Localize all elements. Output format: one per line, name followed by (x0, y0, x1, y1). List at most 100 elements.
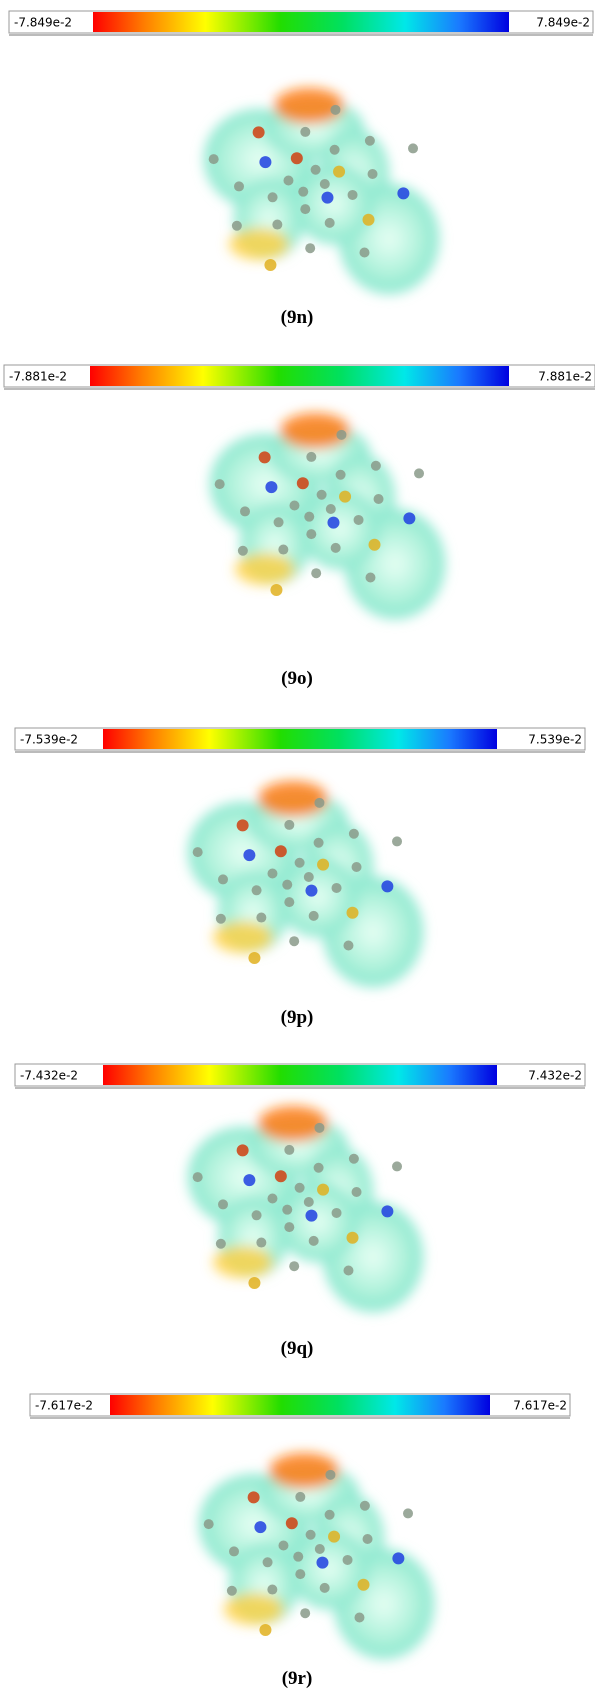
atom (289, 1261, 300, 1272)
atoms (192, 1122, 403, 1289)
atom (215, 913, 226, 924)
atom (282, 1204, 293, 1215)
atom (319, 1582, 330, 1593)
atom (362, 213, 375, 226)
atom (311, 568, 322, 579)
panel: -7.617e-2 7.617e-2 (9r) (29, 1393, 571, 1689)
atom (336, 429, 347, 440)
atom (392, 1552, 405, 1565)
atom (248, 1276, 261, 1289)
atom (243, 1174, 256, 1187)
negative-region (235, 553, 295, 585)
atom (251, 1210, 262, 1221)
atom (284, 1222, 295, 1233)
atom (392, 1161, 403, 1172)
scale-min-label: -7.849e-2 (14, 16, 72, 30)
atom (243, 849, 256, 862)
atom (278, 544, 289, 555)
atom (272, 219, 283, 230)
atom (231, 220, 242, 231)
atom (252, 126, 265, 139)
atom (251, 885, 262, 896)
atom (319, 179, 330, 189)
atom (328, 1530, 341, 1543)
atom (298, 186, 309, 197)
atom (259, 156, 272, 169)
atom (370, 460, 381, 471)
atom (313, 1162, 324, 1173)
color-scale (90, 366, 509, 386)
panel-caption: (9q) (281, 1338, 314, 1359)
surface-lobe (289, 1529, 369, 1609)
scale-min-label: -7.539e-2 (20, 733, 78, 747)
surface-lobe (300, 489, 380, 569)
atom (331, 1207, 342, 1218)
negative-region (213, 921, 273, 953)
atom (414, 468, 425, 479)
negative-region (213, 1246, 273, 1278)
atom (226, 1585, 237, 1596)
scale-max-label: 7.849e-2 (536, 16, 590, 30)
atom (236, 819, 249, 832)
negative-region (280, 413, 350, 449)
atom (354, 1612, 365, 1623)
atom (397, 187, 410, 200)
atom (293, 1551, 304, 1562)
atom (373, 493, 384, 504)
atom (215, 1238, 226, 1249)
atom (403, 1508, 414, 1519)
scale-min-label: -7.617e-2 (35, 1399, 93, 1413)
atom (392, 836, 403, 847)
atom (325, 1469, 336, 1480)
atom (324, 217, 335, 228)
atom (327, 516, 340, 529)
atoms (203, 1469, 414, 1636)
atom (305, 884, 318, 897)
atom (330, 104, 341, 115)
atom (305, 1209, 318, 1222)
panel-caption: (9r) (282, 1668, 313, 1689)
molecule-surface (188, 781, 423, 987)
panel-caption: (9p) (281, 1007, 314, 1028)
atom (300, 1608, 311, 1619)
atom (229, 1546, 240, 1557)
atom (303, 872, 314, 882)
atom (314, 1122, 325, 1133)
atom (236, 1144, 249, 1157)
negative-region (258, 1106, 328, 1142)
atom (357, 1578, 370, 1591)
atom (348, 828, 359, 839)
atom (362, 1533, 373, 1544)
atom (331, 882, 342, 893)
molecule-surface (199, 1453, 434, 1659)
atom (289, 936, 300, 947)
atom (343, 1265, 354, 1276)
panel-caption: (9o) (281, 668, 313, 689)
atoms (208, 104, 419, 271)
negative-region (224, 1593, 284, 1625)
atom (305, 243, 316, 254)
atom (367, 168, 378, 179)
color-scale (103, 729, 497, 749)
atom (218, 874, 229, 885)
atom (346, 906, 359, 919)
atom (270, 583, 283, 596)
negative-region (258, 781, 328, 817)
atom (359, 1500, 370, 1511)
panel: -7.881e-2 7.881e-2 (9o) (3, 364, 595, 689)
color-scale (110, 1395, 490, 1415)
atom (317, 1183, 330, 1196)
atom (313, 837, 324, 848)
atom (203, 1519, 214, 1530)
atom (347, 189, 358, 200)
atom (381, 1205, 394, 1218)
atom (282, 879, 293, 890)
atom (273, 517, 284, 528)
atom (300, 204, 311, 215)
atom (289, 500, 300, 511)
atom (381, 880, 394, 893)
atom (314, 1544, 325, 1554)
atoms (214, 429, 425, 596)
atoms (192, 797, 403, 964)
